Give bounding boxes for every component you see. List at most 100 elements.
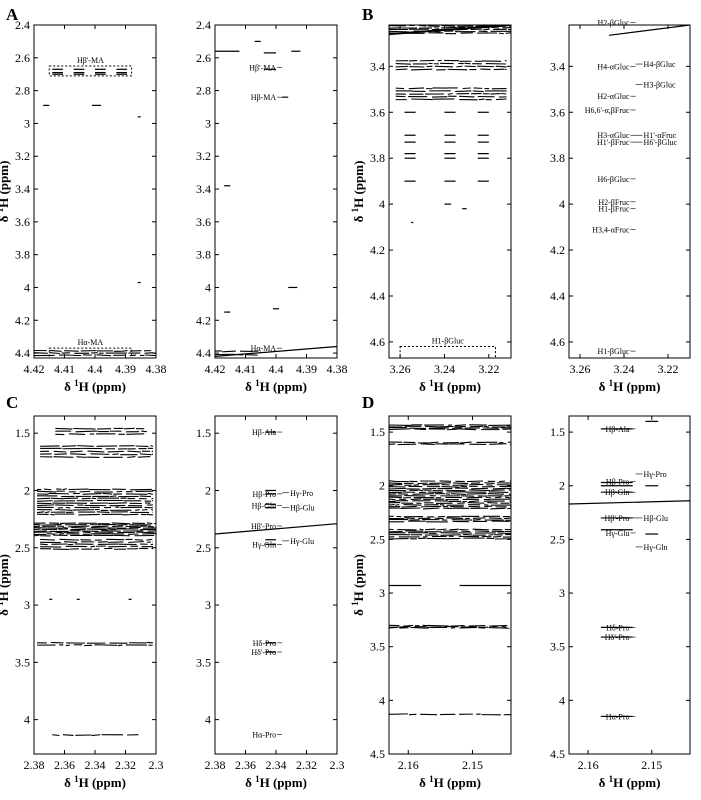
y-tick-label: 4 xyxy=(559,693,565,707)
y-axis-label: δ 1H (ppm) xyxy=(350,554,366,616)
cross-peak xyxy=(37,491,56,492)
x-tick-label: 4.38 xyxy=(146,362,167,376)
cross-peak xyxy=(83,494,102,495)
x-tick-label: 3.24 xyxy=(434,362,455,376)
cross-peak xyxy=(55,510,72,511)
cross-peak xyxy=(148,493,153,494)
y-tick-label: 3 xyxy=(205,598,211,612)
cross-peak xyxy=(90,546,95,547)
peak-label: Hγ-Pro xyxy=(290,489,313,498)
cross-peak xyxy=(457,429,476,430)
cross-peak xyxy=(411,69,432,70)
peak-label: Hγ-Gln xyxy=(644,543,668,552)
y-tick-label: 4.4 xyxy=(550,289,565,303)
cross-peak xyxy=(396,66,408,67)
x-tick-label: 4.41 xyxy=(54,362,75,376)
y-tick-label: 3.2 xyxy=(196,149,211,163)
cross-peak xyxy=(496,99,507,100)
cross-peak xyxy=(438,516,445,517)
cross-peak xyxy=(68,526,89,527)
x-axis-label: δ 1H (ppm) xyxy=(64,774,126,790)
plot-area xyxy=(389,25,511,223)
cross-peak xyxy=(126,434,144,435)
x-tick-label: 2.3 xyxy=(330,758,345,772)
cross-peak xyxy=(63,498,78,499)
cross-peak xyxy=(152,498,153,499)
y-tick-label: 4.4 xyxy=(15,346,30,360)
cross-peak xyxy=(245,355,257,356)
cross-peak xyxy=(231,354,244,355)
cross-peak xyxy=(87,529,108,530)
y-tick-label: 4 xyxy=(205,280,211,294)
x-tick-label: 2.32 xyxy=(296,758,317,772)
cross-peak xyxy=(459,96,474,97)
cross-peak xyxy=(486,485,492,486)
peak-label: H1-βGluc xyxy=(597,347,630,356)
y-tick-label: 4.5 xyxy=(550,747,565,761)
peak-label: Hα-MA xyxy=(251,344,277,353)
y-axis-label: δ 1H (ppm) xyxy=(0,161,11,223)
cross-peak xyxy=(447,429,457,430)
cross-peak xyxy=(475,531,489,532)
cross-peak xyxy=(40,544,48,545)
cross-peak xyxy=(63,735,73,736)
cross-peak xyxy=(82,498,91,499)
peak-label: Hα-Pro xyxy=(252,731,276,740)
cross-peak xyxy=(419,529,423,530)
cross-peak xyxy=(435,66,453,67)
y-tick-label: 1.5 xyxy=(550,425,565,439)
cross-peak xyxy=(469,625,485,626)
y-tick-label: 2.5 xyxy=(370,532,385,546)
cross-peak xyxy=(37,501,53,502)
cross-peak xyxy=(486,497,491,498)
cross-peak xyxy=(396,96,406,97)
x-tick-label: 2.36 xyxy=(235,758,256,772)
cross-peak xyxy=(395,505,399,506)
peak-label: H4-βGluc xyxy=(644,60,677,69)
peak-label: Hβ'-Pro xyxy=(604,514,629,523)
y-tick-label: 1.5 xyxy=(370,425,385,439)
peak-label: Hβ-Pro xyxy=(606,477,630,486)
cross-peak xyxy=(467,494,487,495)
cross-peak xyxy=(97,512,110,513)
cross-peak xyxy=(499,481,505,482)
cross-peak xyxy=(473,91,484,92)
peak-label: H1-βFruc xyxy=(598,205,630,214)
cross-peak xyxy=(421,506,441,507)
y-tick-label: 3.8 xyxy=(550,151,565,165)
cross-peak xyxy=(110,496,116,497)
cross-peak xyxy=(463,534,472,535)
peak-label: H3,4-αFruc xyxy=(592,225,630,234)
peak-label: Hδ'-Pro xyxy=(251,648,276,657)
x-tick-label: 2.16 xyxy=(398,758,419,772)
cross-peak xyxy=(142,510,147,511)
cross-peak xyxy=(44,489,51,490)
cross-peak xyxy=(127,451,140,452)
cross-peak xyxy=(436,529,446,530)
y-tick-label: 3 xyxy=(559,586,565,600)
y-tick-label: 1.5 xyxy=(196,426,211,440)
cross-peak xyxy=(108,529,117,530)
plot-frame xyxy=(215,25,337,358)
y-tick-label: 3 xyxy=(205,116,211,130)
cross-peak xyxy=(448,94,453,95)
peak-label: Hγ-Glu xyxy=(290,537,314,546)
x-tick-label: 3.26 xyxy=(390,362,411,376)
x-tick-label: 4.4 xyxy=(88,362,103,376)
cross-peak xyxy=(419,490,423,491)
cross-peak xyxy=(37,505,54,506)
cross-peak xyxy=(54,457,74,458)
y-tick-label: 3.6 xyxy=(15,215,30,229)
cross-peak xyxy=(55,505,73,506)
peak-label: Hβ-Gln xyxy=(605,488,630,497)
cross-peak xyxy=(63,532,79,533)
cross-peak xyxy=(404,505,422,506)
cross-peak xyxy=(451,494,466,495)
cross-peak xyxy=(452,428,462,429)
peak-label: Hγ-Pro xyxy=(644,470,667,479)
x-tick-label: 2.34 xyxy=(266,758,287,772)
y-tick-label: 2 xyxy=(205,483,211,497)
cross-peak xyxy=(40,539,55,540)
cross-peak xyxy=(505,497,511,498)
